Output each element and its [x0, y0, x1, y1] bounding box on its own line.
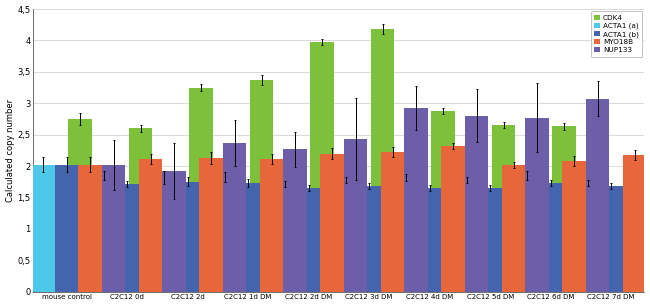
- Bar: [152, 177, 176, 292]
- Bar: [260, 159, 283, 292]
- Bar: [478, 188, 502, 292]
- Bar: [576, 183, 599, 292]
- Bar: [344, 139, 367, 292]
- Bar: [381, 152, 404, 292]
- Bar: [552, 126, 576, 292]
- Bar: [586, 99, 610, 292]
- Bar: [162, 171, 186, 292]
- Bar: [492, 125, 515, 292]
- Bar: [334, 180, 358, 292]
- Bar: [237, 183, 260, 292]
- Bar: [68, 119, 92, 292]
- Bar: [55, 165, 79, 292]
- Bar: [404, 108, 428, 292]
- Bar: [599, 186, 623, 292]
- Bar: [418, 188, 441, 292]
- Bar: [189, 88, 213, 292]
- Bar: [283, 149, 307, 292]
- Bar: [200, 158, 223, 292]
- Bar: [623, 155, 647, 292]
- Bar: [213, 177, 237, 292]
- Bar: [395, 177, 418, 292]
- Bar: [223, 143, 246, 292]
- Bar: [129, 129, 152, 292]
- Y-axis label: Calculated copy number: Calculated copy number: [6, 99, 14, 202]
- Bar: [310, 42, 334, 292]
- Bar: [92, 175, 116, 292]
- Bar: [320, 154, 344, 292]
- Bar: [250, 80, 274, 292]
- Bar: [371, 29, 395, 292]
- Bar: [502, 165, 525, 292]
- Bar: [432, 111, 455, 292]
- Bar: [562, 161, 586, 292]
- Bar: [79, 165, 102, 292]
- Bar: [116, 184, 139, 292]
- Bar: [455, 180, 478, 292]
- Bar: [274, 184, 297, 292]
- Bar: [647, 108, 650, 292]
- Bar: [525, 118, 549, 292]
- Legend: CDK4, ACTA1 (a), ACTA1 (b), MYO18B, NUP133: CDK4, ACTA1 (a), ACTA1 (b), MYO18B, NUP1…: [590, 11, 642, 57]
- Bar: [8, 169, 31, 292]
- Bar: [465, 116, 489, 292]
- Bar: [358, 186, 381, 292]
- Bar: [102, 165, 125, 292]
- Bar: [176, 182, 200, 292]
- Bar: [139, 159, 162, 292]
- Bar: [297, 188, 320, 292]
- Bar: [441, 146, 465, 292]
- Bar: [515, 175, 539, 292]
- Bar: [539, 183, 562, 292]
- Bar: [31, 165, 55, 292]
